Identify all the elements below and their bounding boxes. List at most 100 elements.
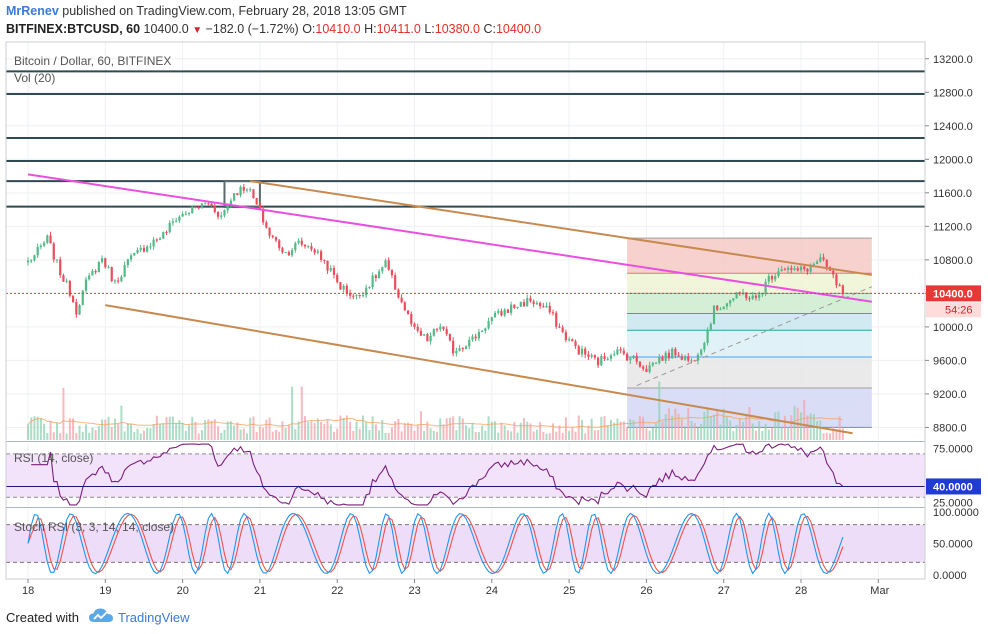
candle-body — [654, 362, 658, 364]
volume-bar — [758, 421, 761, 440]
candle-body — [780, 269, 783, 272]
volume-bar — [432, 431, 435, 440]
candle-body — [748, 298, 751, 300]
volume-bar — [142, 430, 145, 440]
candle-body — [448, 334, 452, 341]
price-candles — [26, 183, 844, 374]
volume-bar — [468, 428, 471, 440]
tradingview-brand-link[interactable]: TradingView — [118, 610, 190, 625]
volume-bar — [126, 423, 129, 440]
publish-line: MrRenev published on TradingView.com, Fe… — [6, 4, 407, 18]
volume-bar — [642, 416, 645, 440]
volume-bar — [767, 429, 770, 440]
volume-bar — [220, 432, 223, 440]
low-label: L: — [424, 22, 435, 36]
candle-body — [381, 267, 384, 272]
volume-bar — [88, 432, 91, 440]
candle-body — [284, 252, 287, 254]
candle-body — [149, 246, 152, 248]
candle-body — [252, 189, 255, 199]
candle-body — [796, 268, 799, 271]
candle-body — [291, 250, 294, 256]
time-axis-label: 24 — [486, 585, 498, 597]
candle-body — [126, 259, 129, 265]
volume-bar — [75, 432, 78, 440]
volume-bar — [664, 414, 667, 440]
volume-bar — [461, 418, 464, 440]
candle-body — [345, 285, 348, 293]
candle-body — [510, 304, 513, 313]
candle-body — [596, 357, 600, 366]
volume-bar — [600, 416, 603, 440]
candle-body — [651, 362, 654, 366]
time-axis-label: 21 — [254, 585, 266, 597]
volume-bar — [593, 430, 596, 440]
candle-body — [46, 235, 49, 243]
symbol-label[interactable]: BITFINEX:BTCUSD, 60 — [6, 22, 141, 36]
volume-bar — [162, 423, 165, 440]
candle-body — [162, 232, 165, 239]
volume-bar — [477, 432, 480, 440]
volume-bar — [487, 416, 490, 440]
volume-bar — [397, 418, 400, 440]
volume-bar — [506, 430, 509, 440]
candle-body — [616, 349, 619, 355]
volume-bar — [529, 423, 532, 440]
candle-body — [432, 329, 435, 336]
candle-body — [274, 237, 278, 241]
stoch-axis-label: 0.0000 — [933, 570, 967, 582]
candle-body — [696, 354, 700, 361]
candle-body — [303, 244, 307, 247]
volume-bar — [300, 386, 303, 440]
volume-bar — [123, 431, 126, 440]
candle-body — [580, 348, 584, 355]
candle-body — [75, 301, 78, 315]
volume-bar — [703, 411, 706, 440]
volume-bar — [262, 427, 265, 440]
candle-body — [43, 242, 46, 246]
volume-bar — [690, 420, 693, 440]
candle-body — [609, 355, 613, 359]
candle-body — [329, 268, 332, 271]
candle-body — [506, 309, 510, 313]
candle-body — [606, 358, 609, 360]
candle-body — [790, 267, 793, 270]
volume-bar — [146, 427, 149, 440]
candle-body — [619, 349, 622, 351]
tradingview-cloud-icon[interactable] — [88, 606, 114, 626]
volume-bar — [745, 413, 748, 440]
volume-bar — [136, 428, 139, 440]
volume-bar — [771, 427, 774, 440]
candle-body — [287, 252, 290, 256]
candle-body — [155, 239, 158, 241]
author-link[interactable]: MrRenev — [6, 4, 59, 18]
candle-body — [822, 257, 825, 260]
candle-body — [262, 208, 265, 223]
volume-bar — [548, 433, 551, 440]
volume-bar — [677, 413, 680, 440]
volume-bar — [603, 416, 606, 440]
candle-body — [725, 303, 729, 307]
candle-body — [245, 189, 249, 191]
candle-body — [703, 342, 706, 350]
volume-bar — [239, 429, 242, 440]
candle-body — [168, 222, 171, 233]
volume-bar — [358, 428, 361, 440]
volume-bar — [68, 418, 71, 440]
candle-body — [120, 276, 123, 282]
candle-body — [310, 246, 313, 250]
candle-body — [445, 329, 448, 335]
volume-bar — [30, 417, 33, 440]
candle-body — [281, 248, 284, 253]
candle-body — [175, 220, 178, 222]
fib-retracement-box — [627, 237, 872, 428]
open-label: O: — [302, 22, 316, 36]
candle-body — [52, 243, 55, 260]
volume-bar — [139, 433, 142, 440]
candle-body — [664, 352, 667, 361]
volume-bar — [188, 425, 191, 440]
candle-body — [832, 270, 835, 275]
quote-line: BITFINEX:BTCUSD, 60 10400.0 ▼ −182.0 (−1… — [6, 22, 541, 36]
candle-body — [365, 287, 368, 296]
